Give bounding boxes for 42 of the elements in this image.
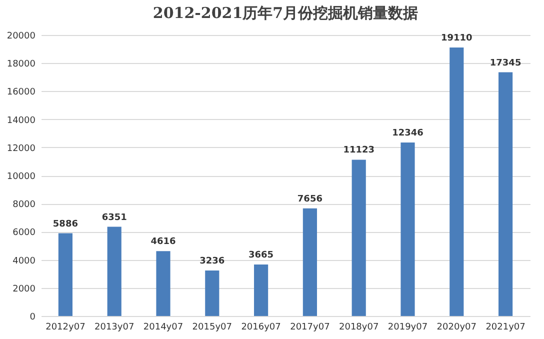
y-tick-label: 12000	[6, 144, 36, 154]
x-tick-label: 2021y07	[486, 322, 526, 332]
data-label: 19110	[440, 34, 472, 44]
bar	[156, 251, 170, 316]
bar	[205, 270, 220, 316]
bar	[302, 208, 317, 316]
bar	[107, 226, 122, 316]
data-label: 6351	[102, 212, 127, 223]
x-tick-label: 2014y07	[143, 322, 184, 332]
y-tick-label: 10000	[6, 172, 36, 182]
y-tick-label: 16000	[6, 88, 36, 98]
data-label: 3236	[200, 256, 225, 267]
y-tick-label: 6000	[12, 228, 36, 238]
y-tick-label: 18000	[6, 60, 36, 70]
y-tick-label: 20000	[6, 32, 36, 42]
data-label: 7656	[297, 194, 322, 204]
x-tick-label: 2019y07	[388, 322, 428, 332]
x-tick-label: 2016y07	[241, 322, 281, 332]
bar	[400, 142, 415, 316]
bar	[498, 72, 513, 316]
x-tick-label: 2013y07	[94, 322, 134, 332]
x-tick-label: 2012y07	[46, 322, 86, 332]
bar	[352, 160, 366, 316]
x-tick-label: 2017y07	[290, 322, 330, 332]
x-tick-label: 2020y07	[436, 322, 476, 332]
y-tick-label: 2000	[12, 284, 36, 294]
data-label: 5886	[52, 219, 78, 230]
bar	[450, 48, 464, 316]
y-tick-label: 0	[30, 312, 36, 322]
data-label: 4616	[150, 237, 176, 248]
data-label: 17345	[490, 58, 522, 68]
y-tick-label: 14000	[6, 116, 36, 126]
bar	[254, 264, 268, 316]
data-label: 11123	[343, 146, 375, 156]
chart-title: 2012-2021历年7月份挖掘机销量数据	[152, 4, 418, 22]
data-label: 12346	[392, 128, 424, 139]
y-tick-label: 4000	[12, 256, 36, 266]
x-tick-label: 2018y07	[339, 322, 379, 332]
data-label: 3665	[248, 250, 274, 261]
bar	[58, 233, 72, 316]
x-tick-label: 2015y07	[192, 322, 232, 332]
y-tick-label: 8000	[12, 200, 36, 210]
